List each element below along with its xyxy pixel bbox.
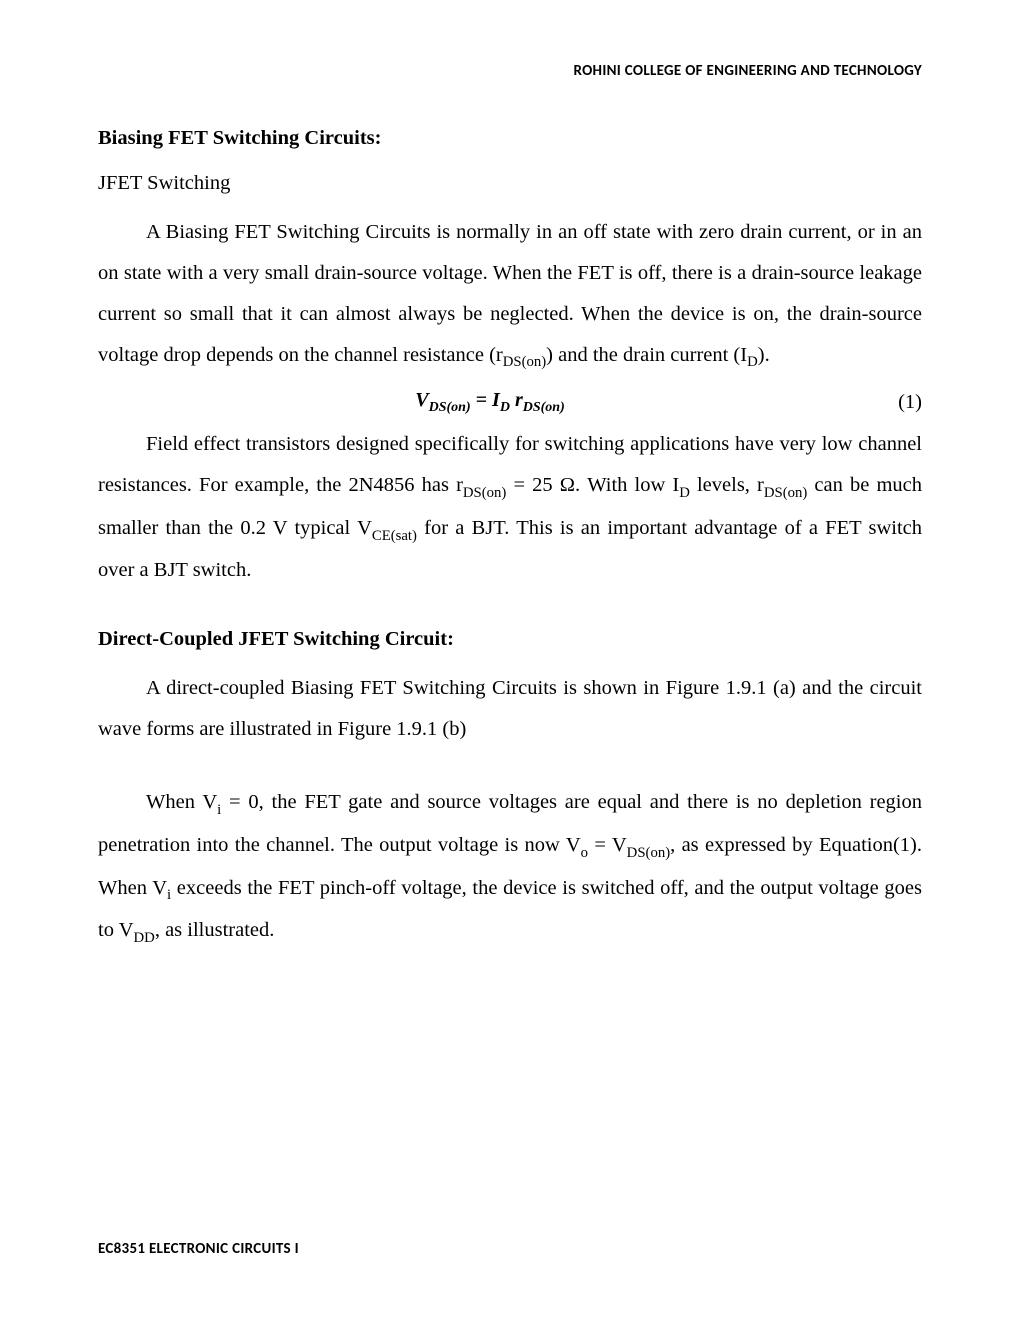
- equation-row-1: VDS(on) = ID rDS(on) (1): [98, 389, 922, 416]
- s2p2-part1: When V: [146, 791, 217, 813]
- section2-para1: A direct-coupled Biasing FET Switching C…: [98, 668, 922, 750]
- document-page: ROHINI COLLEGE OF ENGINEERING AND TECHNO…: [0, 0, 1020, 1320]
- s2p2-sub3: DS(on): [627, 845, 670, 861]
- eq-r1-base: I: [492, 389, 500, 411]
- p2-sub4: CE(sat): [372, 528, 417, 544]
- p2-sub3: DS(on): [764, 485, 807, 501]
- eq-num-text: (1): [898, 391, 922, 413]
- p2-part2: = 25 Ω. With low I: [506, 474, 679, 496]
- eq-lhs-sub: DS(on): [429, 400, 471, 415]
- s2p2-sub5: DD: [134, 930, 155, 946]
- eq-r2-sub: DS(on): [523, 400, 565, 415]
- eq-lhs-base: V: [415, 389, 428, 411]
- s2p2-sub2: o: [581, 845, 588, 861]
- s2p2-sub4: i: [167, 887, 171, 903]
- spacer: [98, 603, 922, 623]
- eq-r2-base: r: [515, 389, 523, 411]
- equation-number-1: (1): [882, 391, 922, 414]
- equation-1: VDS(on) = ID rDS(on): [98, 389, 882, 416]
- subheading-jfet: JFET Switching: [98, 167, 922, 200]
- section2-title-text: Direct-Coupled JFET Switching Circuit:: [98, 628, 454, 650]
- section1-title-text: Biasing FET Switching Circuits:: [98, 127, 381, 149]
- section-title-direct-coupled: Direct-Coupled JFET Switching Circuit:: [98, 623, 922, 656]
- eq-sign: =: [471, 389, 492, 411]
- section1-para1: A Biasing FET Switching Circuits is norm…: [98, 212, 922, 378]
- s2p2-part3: = V: [588, 834, 627, 856]
- s2p2-sub1: i: [217, 802, 221, 818]
- p1-part1: A Biasing FET Switching Circuits is norm…: [98, 221, 922, 366]
- p1-part3: ).: [758, 344, 770, 366]
- p1-sub2: D: [747, 354, 758, 370]
- p2-sub2: D: [679, 485, 690, 501]
- p1-sub1: DS(on): [503, 354, 546, 370]
- section1-subheading-text: JFET Switching: [98, 172, 230, 194]
- p2-sub1: DS(on): [463, 485, 506, 501]
- footer-text: EC8351 ELECTRONIC CIRCUITS I: [98, 1240, 299, 1258]
- p1-part2: ) and the drain current (I: [546, 344, 747, 366]
- spacer2: [98, 762, 922, 782]
- header-text: ROHINI COLLEGE OF ENGINEERING AND TECHNO…: [574, 62, 922, 80]
- p2-part3: levels, r: [690, 474, 764, 496]
- section-title-biasing: Biasing FET Switching Circuits:: [98, 122, 922, 155]
- section1-para2: Field effect transistors designed specif…: [98, 424, 922, 591]
- section2-para2: When Vi = 0, the FET gate and source vol…: [98, 782, 922, 953]
- eq-r1-sub: D: [500, 400, 510, 415]
- s2p2-part6: , as illustrated.: [155, 919, 275, 941]
- page-header: ROHINI COLLEGE OF ENGINEERING AND TECHNO…: [98, 62, 922, 80]
- page-footer: EC8351 ELECTRONIC CIRCUITS I: [98, 1240, 299, 1258]
- s2-p1-text: A direct-coupled Biasing FET Switching C…: [98, 677, 922, 740]
